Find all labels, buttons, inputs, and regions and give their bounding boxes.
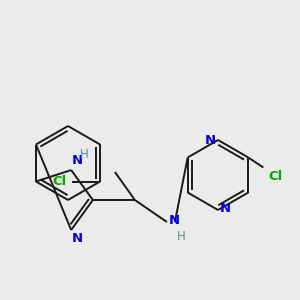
Text: N: N [72, 232, 83, 245]
Text: N: N [72, 154, 83, 167]
Text: Cl: Cl [53, 175, 67, 188]
Text: Cl: Cl [268, 170, 283, 184]
Text: N: N [220, 202, 231, 215]
Text: N: N [205, 134, 216, 148]
Text: N: N [169, 214, 180, 227]
Text: H: H [177, 230, 186, 243]
Text: H: H [80, 148, 89, 161]
